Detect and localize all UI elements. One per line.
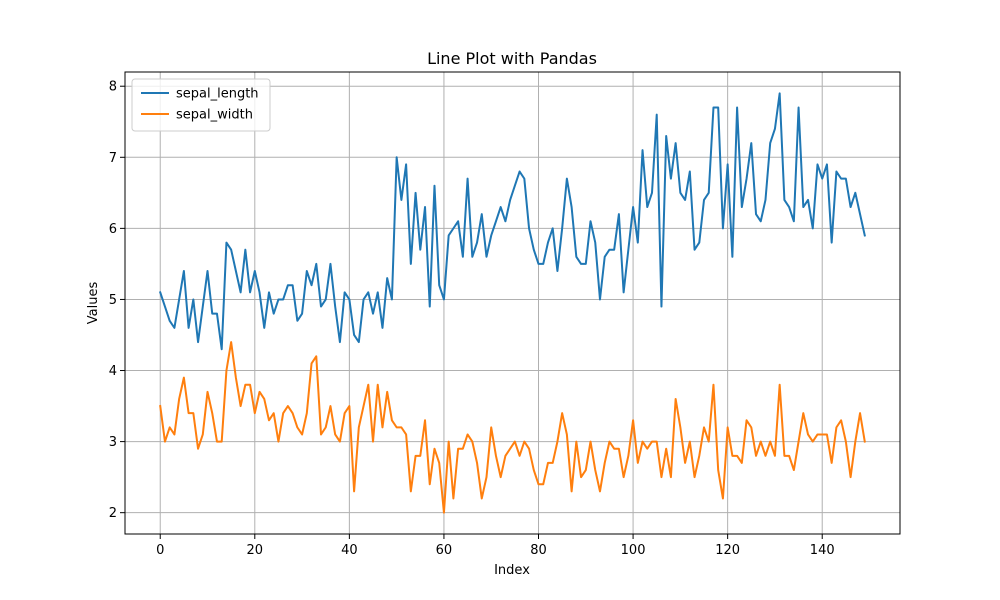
series-layer xyxy=(158,92,866,514)
x-tick-label: 40 xyxy=(341,543,358,558)
x-axis-label: Index xyxy=(494,563,530,578)
chart-title: Line Plot with Pandas xyxy=(427,49,597,68)
y-axis-ticks: 2 3 4 5 6 7 8 xyxy=(109,80,125,521)
legend-label: sepal_length xyxy=(176,87,259,102)
y-axis-label: Values xyxy=(86,282,101,325)
y-tick-label: 5 xyxy=(109,293,117,308)
x-tick-label: 80 xyxy=(530,543,547,558)
y-tick-label: 8 xyxy=(109,80,117,95)
x-tick-label: 140 xyxy=(810,543,835,558)
y-tick-label: 7 xyxy=(109,151,117,166)
x-tick-label: 120 xyxy=(715,543,740,558)
legend-label: sepal_width xyxy=(176,108,253,123)
y-tick-label: 6 xyxy=(109,222,117,237)
legend: sepal_length sepal_width xyxy=(131,78,271,132)
x-tick-label: 100 xyxy=(621,543,646,558)
y-tick-label: 4 xyxy=(109,364,117,379)
x-tick-label: 60 xyxy=(436,543,453,558)
x-tick-label: 20 xyxy=(247,543,264,558)
y-tick-label: 3 xyxy=(109,435,117,450)
plot-frame xyxy=(124,71,901,535)
y-tick-label: 2 xyxy=(109,506,117,521)
x-axis-ticks: 0 20 40 60 80 100 120 140 xyxy=(156,534,835,558)
series-line-sepal-width xyxy=(159,341,866,514)
series-line-sepal-length xyxy=(158,92,866,351)
x-tick-label: 0 xyxy=(156,543,164,558)
